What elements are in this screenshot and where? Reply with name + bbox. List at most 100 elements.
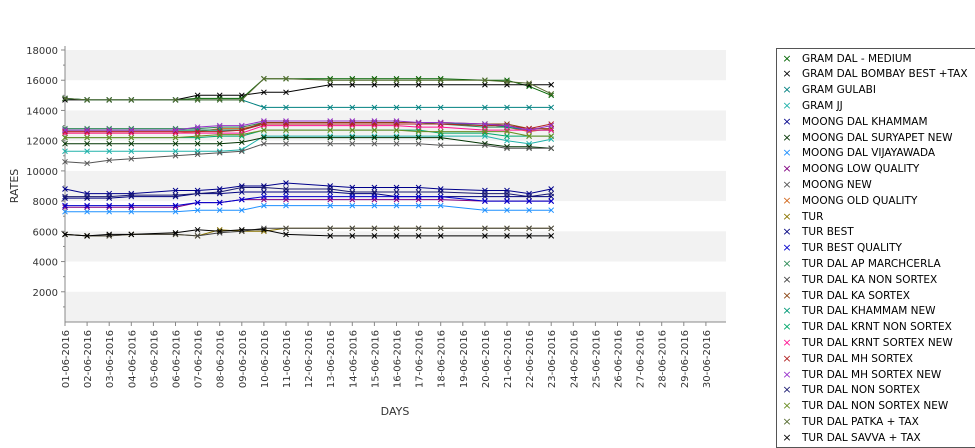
data-point xyxy=(548,92,555,99)
series-line xyxy=(64,229,552,237)
data-point xyxy=(482,207,488,214)
data-point xyxy=(371,233,378,239)
data-point xyxy=(371,140,378,147)
data-point xyxy=(437,142,444,149)
data-point xyxy=(415,104,422,111)
legend-label: TUR DAL PATKA + TAX xyxy=(802,415,919,428)
data-point xyxy=(84,134,90,141)
data-point xyxy=(437,189,444,195)
series-line xyxy=(65,191,552,199)
line-chart: 2000 4000 6000 8000 10000 12000 14000 16000 1800… xyxy=(8,46,726,418)
data-point xyxy=(349,118,356,124)
legend-item: × TUR DAL SAVVA + TAX xyxy=(777,430,920,445)
data-point xyxy=(327,134,334,141)
legend-marker-icon: × xyxy=(782,146,792,160)
data-point xyxy=(393,202,400,209)
legend-label: MOONG DAL SURYAPET NEW xyxy=(802,131,953,144)
data-point xyxy=(84,127,90,133)
data-point xyxy=(106,148,113,155)
series-line xyxy=(65,125,552,134)
data-point xyxy=(349,104,356,111)
x-tick-label: 21-06-2016 xyxy=(503,330,514,388)
data-point xyxy=(283,193,289,200)
x-tick-label: 06-06-2016 xyxy=(172,330,183,388)
data-point xyxy=(327,140,334,147)
data-point xyxy=(393,77,400,84)
x-tick-label: 23-06-2016 xyxy=(547,330,558,388)
legend-label: TUR DAL NON SORTEX xyxy=(802,384,921,397)
data-point xyxy=(238,97,245,103)
data-point xyxy=(261,189,267,195)
data-point xyxy=(194,151,201,158)
legend-marker-icon: × xyxy=(782,51,792,65)
data-point xyxy=(415,233,422,239)
data-point xyxy=(437,119,444,126)
data-point xyxy=(437,104,444,111)
data-point xyxy=(415,202,422,209)
data-point xyxy=(415,128,422,135)
data-point xyxy=(548,145,555,152)
data-point xyxy=(128,140,135,147)
data-point xyxy=(283,225,289,232)
x-tick-label: 28-06-2016 xyxy=(658,330,669,388)
data-point xyxy=(283,134,289,141)
series-group xyxy=(62,202,555,215)
data-point xyxy=(504,122,510,129)
data-point xyxy=(194,190,201,197)
data-point xyxy=(415,81,422,88)
data-point xyxy=(238,92,245,99)
x-tick-label: 24-06-2016 xyxy=(569,330,580,388)
series-line xyxy=(65,187,552,198)
grid-band xyxy=(65,50,726,81)
legend-item: × TUR DAL MH SORTEX NEW xyxy=(777,367,941,382)
series-group xyxy=(62,184,555,200)
data-point xyxy=(437,202,444,209)
legend-marker-icon: × xyxy=(782,351,792,365)
data-point xyxy=(62,95,68,102)
data-point xyxy=(548,133,555,139)
series-group xyxy=(62,118,555,133)
data-point xyxy=(283,127,289,133)
data-point xyxy=(526,225,532,232)
data-point xyxy=(283,180,289,186)
legend-item: × MOONG DAL KHAMMAM xyxy=(777,114,927,129)
x-axis: 01-06-2016 02-06-2016 03-06-2016 04-06-2016… xyxy=(61,321,726,388)
y-tick-label: 12000 xyxy=(26,137,58,148)
data-point xyxy=(548,104,555,111)
x-tick-label: 22-06-2016 xyxy=(525,330,536,388)
legend-label: TUR DAL KRNT NON SORTEX xyxy=(802,321,952,334)
data-point xyxy=(128,231,135,238)
series-line xyxy=(65,84,552,101)
series-line xyxy=(65,135,552,152)
legend-item: × GRAM DAL BOMBAY BEST +TAX xyxy=(777,67,967,82)
legend-item: × TUR DAL PATKA + TAX xyxy=(777,414,919,429)
data-point xyxy=(504,128,510,135)
data-point xyxy=(261,202,267,209)
data-point xyxy=(216,140,223,147)
data-point xyxy=(393,184,400,191)
data-point xyxy=(194,140,201,147)
data-point xyxy=(238,148,245,155)
legend-item: × MOONG DAL VIJAYAWADA xyxy=(777,146,935,161)
data-point xyxy=(106,127,113,133)
x-tick-label: 29-06-2016 xyxy=(680,330,691,388)
data-point xyxy=(349,202,356,209)
data-point xyxy=(261,89,267,96)
legend-item: × TUR DAL KA NON SORTEX xyxy=(777,272,937,287)
x-axis-title: DAYS xyxy=(381,405,410,418)
data-point xyxy=(84,97,90,103)
data-point xyxy=(106,97,113,103)
data-point xyxy=(393,193,400,200)
data-point xyxy=(261,104,267,111)
data-point xyxy=(548,122,555,129)
data-point xyxy=(393,127,400,133)
data-point xyxy=(504,190,510,197)
data-point xyxy=(349,81,356,88)
legend-item: × TUR DAL AP MARCHCERLA xyxy=(777,256,940,271)
data-point xyxy=(371,77,378,84)
series-line xyxy=(65,129,552,139)
data-point xyxy=(526,104,532,111)
legend-item: × TUR DAL MH SORTEX xyxy=(777,351,913,366)
legend-label: TUR DAL NON SORTEX NEW xyxy=(802,400,949,413)
data-point xyxy=(548,81,555,88)
